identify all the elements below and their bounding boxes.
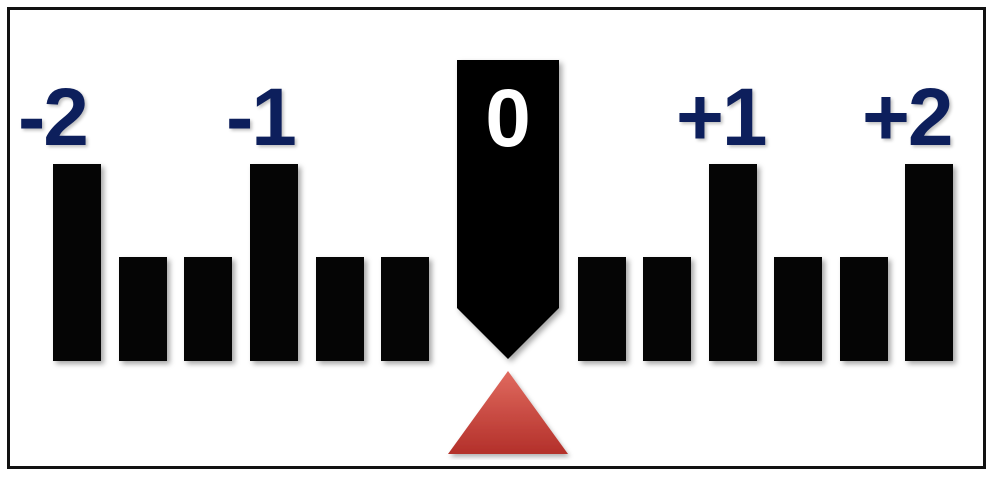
tick-minor (578, 257, 626, 361)
scale-label-minus-2: -2 (18, 72, 89, 163)
red-triangle-marker-icon (448, 371, 568, 454)
tick-major-minus-2 (53, 164, 101, 361)
center-pointer-icon (457, 60, 559, 359)
tick-minor (643, 257, 691, 361)
tick-minor (381, 257, 429, 361)
tick-minor (316, 257, 364, 361)
scale-label-zero: 0 (485, 73, 531, 164)
tick-minor (840, 257, 888, 361)
tick-major-minus-1 (250, 164, 298, 361)
tick-minor (184, 257, 232, 361)
tick-minor (119, 257, 167, 361)
scale-label-plus-2: +2 (862, 72, 953, 163)
scale-label-minus-1: -1 (226, 72, 297, 163)
tick-minor (774, 257, 822, 361)
tick-major-plus-1 (709, 164, 757, 361)
scale-label-plus-1: +1 (676, 72, 767, 163)
tick-major-plus-2 (905, 164, 953, 361)
